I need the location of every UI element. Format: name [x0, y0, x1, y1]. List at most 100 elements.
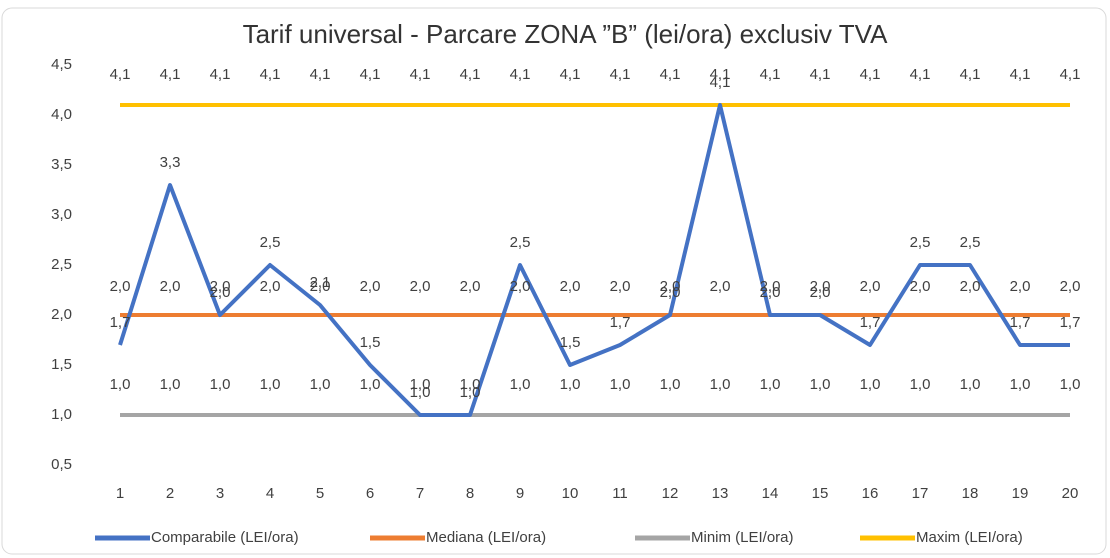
x-tick-label: 17	[912, 485, 929, 502]
data-label: 1,0	[610, 376, 631, 393]
data-label: 1,0	[560, 376, 581, 393]
data-label: 4,1	[960, 66, 981, 83]
data-label: 1,0	[160, 376, 181, 393]
series-line	[118, 103, 1070, 417]
y-tick-label: 0,5	[51, 456, 72, 473]
data-label: 1,0	[310, 376, 331, 393]
data-label: 1,0	[360, 376, 381, 393]
y-tick-label: 3,5	[51, 156, 72, 173]
data-label: 1,7	[1010, 314, 1031, 331]
data-label: 2,5	[510, 234, 531, 251]
data-label: 4,1	[860, 66, 881, 83]
x-tick-label: 12	[662, 485, 679, 502]
data-label: 2,0	[110, 278, 131, 295]
data-label: 2,0	[1010, 278, 1031, 295]
x-tick-label: 11	[612, 485, 628, 502]
x-tick-label: 7	[416, 485, 424, 502]
x-tick-label: 10	[562, 485, 579, 502]
data-label: 2,0	[860, 278, 881, 295]
x-tick-label: 5	[316, 485, 324, 502]
x-tick-label: 1	[116, 485, 124, 502]
data-label: 1,0	[960, 376, 981, 393]
y-tick-label: 2,5	[51, 256, 72, 273]
data-label: 2,0	[460, 278, 481, 295]
chart-frame	[1, 7, 1107, 555]
x-tick-label: 15	[812, 485, 829, 502]
x-tick-label: 8	[466, 485, 474, 502]
y-tick-label: 3,0	[51, 206, 72, 223]
data-label: 4,1	[260, 66, 281, 83]
data-label: 2,0	[760, 278, 781, 295]
data-label: 2,0	[410, 278, 431, 295]
x-tick-label: 6	[366, 485, 374, 502]
data-label: 1,0	[260, 376, 281, 393]
legend-label: Comparabile (LEI/ora)	[151, 529, 299, 546]
data-label: 2,5	[960, 234, 981, 251]
data-label: 4,1	[560, 66, 581, 83]
data-label: 3,3	[160, 154, 181, 171]
x-tick-label: 4	[266, 485, 274, 502]
data-label: 2,0	[560, 278, 581, 295]
legend-label: Maxim (LEI/ora)	[916, 529, 1023, 546]
x-tick-label: 19	[1012, 485, 1029, 502]
y-tick-label: 1,0	[51, 406, 72, 423]
data-label: 4,1	[410, 66, 431, 83]
data-label: 1,0	[710, 376, 731, 393]
data-label: 4,1	[610, 66, 631, 83]
data-label: 1,0	[1010, 376, 1031, 393]
data-label: 1,0	[510, 376, 531, 393]
data-label: 1,5	[360, 334, 381, 351]
data-label: 1,7	[110, 314, 131, 331]
data-label: 4,1	[760, 66, 781, 83]
y-tick-label: 4,5	[51, 56, 72, 73]
data-label: 2,0	[1060, 278, 1081, 295]
data-label: 2,0	[510, 278, 531, 295]
data-label: 4,1	[810, 66, 831, 83]
x-tick-label: 13	[712, 485, 729, 502]
data-label: 1,0	[910, 376, 931, 393]
data-label: 4,1	[110, 66, 131, 83]
data-label: 2,0	[910, 278, 931, 295]
data-label: 4,1	[210, 66, 231, 83]
data-label: 2,0	[810, 284, 831, 301]
data-label: 1,0	[460, 384, 481, 401]
data-label: 4,1	[710, 74, 731, 91]
data-label: 2,5	[910, 234, 931, 251]
x-tick-label: 16	[862, 485, 879, 502]
data-label: 2,0	[810, 278, 831, 295]
data-label: 4,1	[1060, 66, 1081, 83]
data-label: 2,0	[160, 278, 181, 295]
data-label: 4,1	[360, 66, 381, 83]
y-tick-label: 2,0	[51, 306, 72, 323]
data-label: 1,0	[410, 376, 431, 393]
data-label: 1,5	[560, 334, 581, 351]
x-tick-label: 18	[962, 485, 979, 502]
data-label: 1,0	[210, 376, 231, 393]
data-label: 1,0	[760, 376, 781, 393]
x-tick-label: 3	[216, 485, 224, 502]
data-label: 2,0	[960, 278, 981, 295]
chart-title: Tarif universal - Parcare ZONA ”B” (lei/…	[243, 19, 889, 49]
data-label: 2,0	[210, 278, 231, 295]
y-tick-label: 4,0	[51, 106, 72, 123]
data-label: 2,0	[210, 284, 231, 301]
data-label: 1,7	[1060, 314, 1081, 331]
data-label: 2,0	[660, 284, 681, 301]
data-label: 4,1	[660, 66, 681, 83]
data-label: 2,0	[260, 278, 281, 295]
x-tick-label: 2	[166, 485, 174, 502]
data-label: 4,1	[460, 66, 481, 83]
data-label: 2,0	[710, 278, 731, 295]
data-label: 1,0	[810, 376, 831, 393]
data-label: 2,0	[360, 278, 381, 295]
data-label: 1,7	[610, 314, 631, 331]
legend-label: Mediana (LEI/ora)	[426, 529, 546, 546]
data-label: 4,1	[710, 66, 731, 83]
data-label: 1,0	[660, 376, 681, 393]
data-label: 1,0	[110, 376, 131, 393]
data-label: 1,0	[1060, 376, 1081, 393]
legend-label: Minim (LEI/ora)	[691, 529, 794, 546]
data-label: 4,1	[510, 66, 531, 83]
data-label: 2,0	[760, 284, 781, 301]
data-label: 2,0	[660, 278, 681, 295]
